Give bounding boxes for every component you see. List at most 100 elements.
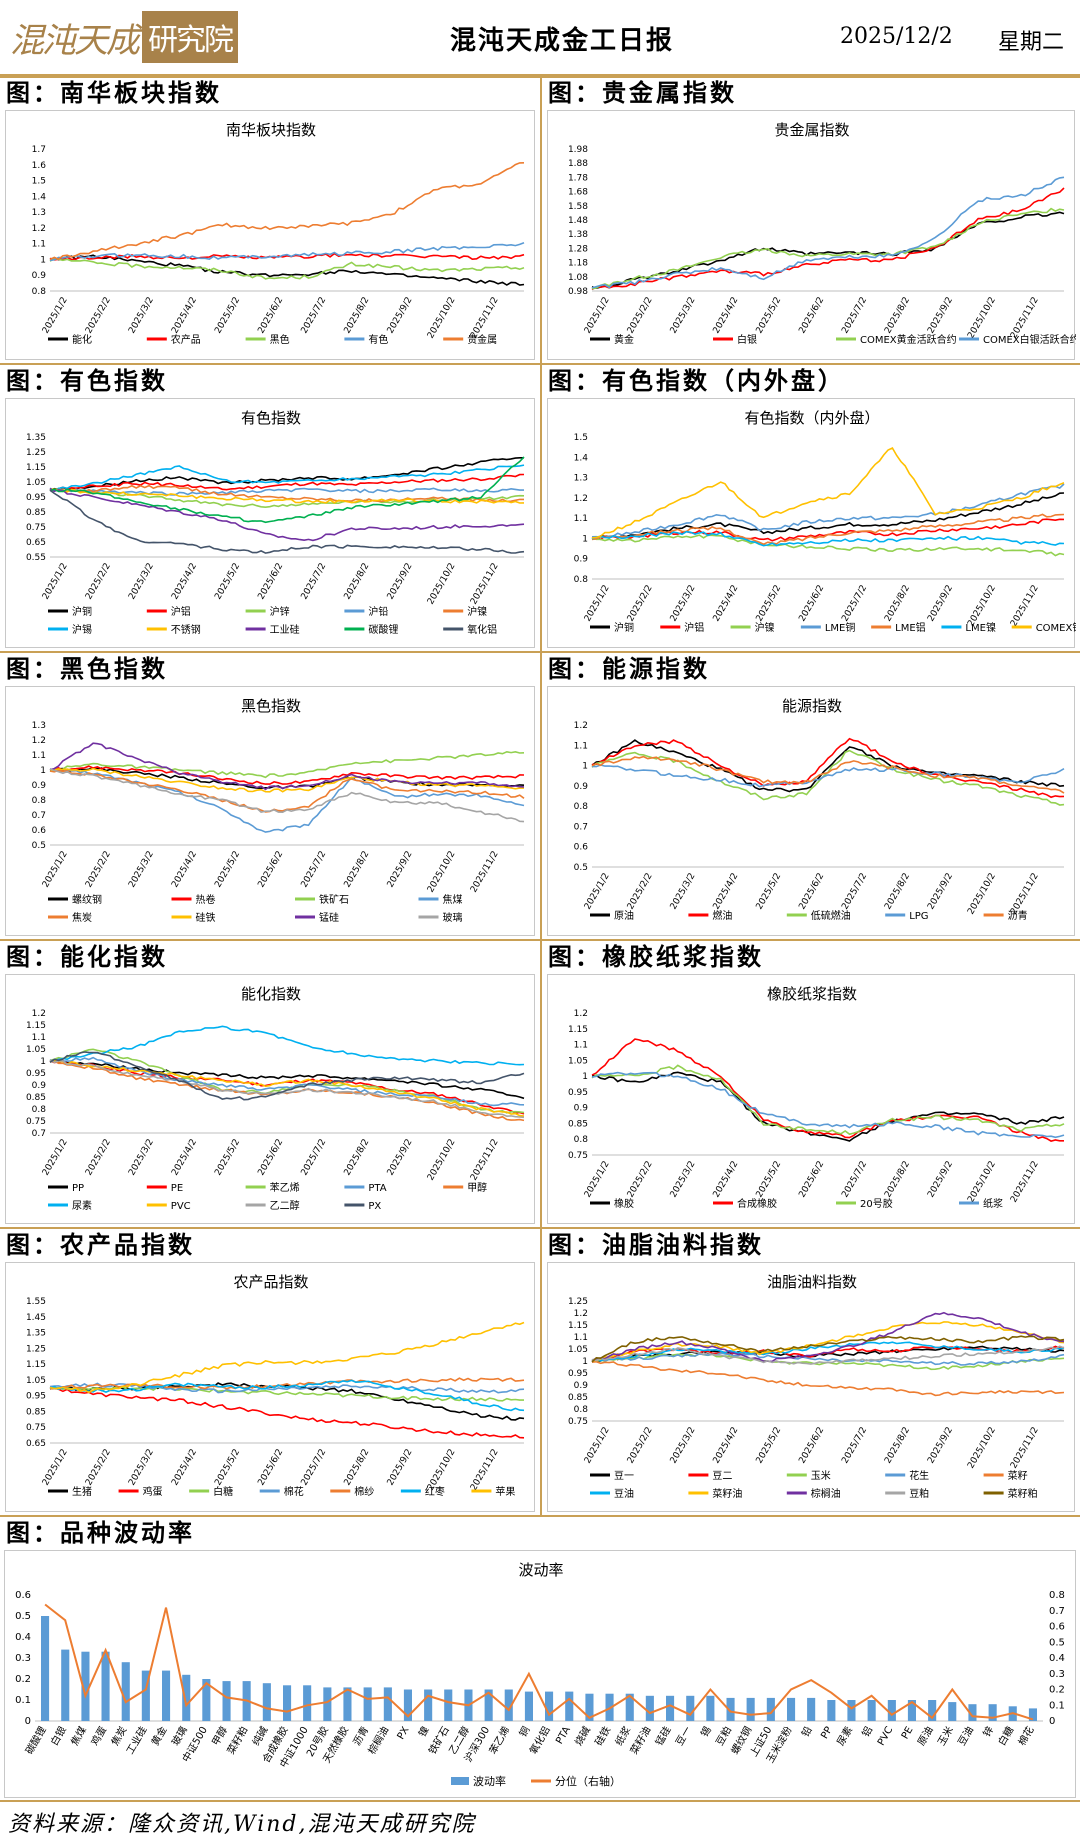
chart-nonferrous_io: 有色指数（内外盘） 0.8 0.9 1 1.1 1.2 1.3 1.4 1.5 2025/1/2 2… <box>547 398 1076 648</box>
series-line-LME铝 <box>591 513 1065 546</box>
x-tick-label: 2025/1/2 <box>41 296 70 336</box>
legend-label: PTA <box>368 1183 386 1194</box>
x-tick-label: 2025/7/2 <box>840 584 869 624</box>
x-tick-label: 2025/3/2 <box>127 562 156 602</box>
panel-label: 图：油脂油料指数 <box>548 1230 764 1259</box>
legend-label: COMEX白银活跃合约 <box>983 333 1076 346</box>
y-tick-label: 1.48 <box>568 216 588 226</box>
legend-label: 螺纹钢 <box>72 893 102 906</box>
panel-label: 图：南华板块指数 <box>6 78 222 107</box>
y-tick-label: 1.88 <box>568 159 588 169</box>
x-tick-label: 2025/9/2 <box>386 1138 415 1178</box>
y-tick-label: 0.8 <box>574 575 589 585</box>
legend-label: 豆粕 <box>909 1487 929 1500</box>
y-tick-label: 0.85 <box>26 508 46 518</box>
x-tick-label: 甲醇 <box>209 1724 230 1748</box>
series-line-沪铅 <box>49 487 524 496</box>
legend-label: 沪铅 <box>368 605 388 618</box>
chart-title: 能化指数 <box>241 985 301 1003</box>
series-line-花生 <box>591 1352 1065 1366</box>
x-tick-label: 2025/3/2 <box>669 296 698 336</box>
x-tick-label: 铜 <box>517 1725 532 1740</box>
y-tick-label: 0.8 <box>32 1105 47 1115</box>
x-tick-label: 2025/8/2 <box>343 1448 372 1488</box>
panel-label: 图：农产品指数 <box>6 1230 195 1259</box>
series-line-玻璃 <box>49 768 525 823</box>
legend-label: 玻璃 <box>443 911 463 924</box>
series-line-碳酸锂 <box>49 456 525 524</box>
chart-svg: 有色指数 0.55 0.65 0.75 0.85 0.95 1.05 1.15 1.25 1.35… <box>26 409 525 636</box>
chart-title: 贵金属指数 <box>774 121 849 139</box>
y-tick-label: 1.5 <box>574 433 588 443</box>
legend-label: PVC <box>171 1201 191 1212</box>
series-line-PVC <box>49 1059 525 1117</box>
x-tick-label: PP <box>819 1725 835 1741</box>
chart-ferrous: 黑色指数 0.5 0.6 0.7 0.8 0.9 1 1.1 1.2 1.3 2025/1/2 202… <box>5 686 535 936</box>
x-tick-label: 2025/5/2 <box>213 850 242 890</box>
legend-label: 热卷 <box>196 893 216 906</box>
x-tick-label: 玉米 <box>935 1724 956 1748</box>
x-tick-label: 2025/8/2 <box>883 872 912 912</box>
series-line-工业硅 <box>49 487 525 542</box>
y2-tick-label: 0.4 <box>1049 1653 1065 1664</box>
x-tick-label: 2025/7/2 <box>300 850 329 890</box>
legend-label: LME镍 <box>965 621 996 634</box>
x-tick-label: 豆粕 <box>713 1724 734 1748</box>
x-tick-label: 2025/9/2 <box>386 850 415 890</box>
y2-tick-label: 0.8 <box>1049 1590 1065 1601</box>
legend-label: 苯乙烯 <box>270 1181 300 1194</box>
series-line-尿素 <box>49 1025 525 1066</box>
y-tick-label: 0.85 <box>568 1119 588 1129</box>
x-tick-label: 2025/5/2 <box>755 584 784 624</box>
series-line-LPG <box>591 764 1065 788</box>
x-tick-label: 黄金 <box>148 1724 169 1748</box>
y-tick-label: 0.7 <box>32 811 46 821</box>
x-tick-label: 玻璃 <box>169 1724 190 1748</box>
y-tick-label: 1.4 <box>574 453 589 463</box>
bar-中证500 <box>202 1679 211 1721</box>
footer: 资料来源：隆众资讯,Wind,混沌天成研究院 <box>0 1800 1080 1837</box>
x-tick-label: 白糖 <box>995 1724 1016 1748</box>
legend-label: 菜籽油 <box>712 1487 742 1500</box>
y-tick-label: 1.1 <box>574 741 588 751</box>
x-tick-label: 2025/9/2 <box>386 562 415 602</box>
legend-label: 菜籽 <box>1008 1470 1028 1482</box>
x-tick-label: 2025/7/2 <box>300 562 329 602</box>
y-tick-label: 1.05 <box>568 1345 588 1355</box>
x-tick-label: 烧碱 <box>572 1724 593 1748</box>
y-tick-label: 0.9 <box>32 1081 47 1091</box>
bar-碳酸锂 <box>41 1616 50 1721</box>
legend-label: PP <box>72 1183 84 1194</box>
x-tick-label: 2025/3/2 <box>127 850 156 890</box>
y-tick-label: 1 <box>582 534 588 544</box>
chart-title: 能源指数 <box>782 697 842 715</box>
chart-agri: 农产品指数 0.65 0.75 0.85 0.95 1.05 1.15 1.25 1.35 1.4… <box>5 1262 535 1512</box>
logo-text: 混沌天成 <box>10 20 140 61</box>
series-line-菜籽油 <box>591 1321 1065 1362</box>
x-tick-label: 2025/4/2 <box>170 1138 199 1178</box>
x-tick-label: 菜籽油 <box>627 1724 653 1756</box>
chart-energy: 能源指数 0.5 0.6 0.7 0.8 0.9 1 1.1 1.2 2025/1/2 2025/2… <box>547 686 1075 936</box>
column-divider <box>540 76 542 1516</box>
x-tick-label: 2025/5/2 <box>755 296 784 336</box>
y-tick-label: 1.2 <box>574 1009 588 1019</box>
panel-label: 图：能化指数 <box>6 942 168 971</box>
bar-棉花 <box>1028 1708 1037 1721</box>
series-line-能化 <box>49 254 525 286</box>
x-tick-label: 2025/5/2 <box>755 1160 784 1200</box>
bar-锰硅 <box>666 1695 675 1721</box>
y-tick-label: 0.85 <box>568 1393 588 1403</box>
chart-nonferrous: 有色指数 0.55 0.65 0.75 0.85 0.95 1.05 1.15 1.25 1.35… <box>5 398 535 648</box>
legend-swatch <box>451 1777 469 1785</box>
y-tick-label: 0.75 <box>568 1417 588 1427</box>
series-line-菜籽 <box>591 1360 1065 1397</box>
x-tick-label: 2025/6/2 <box>256 1448 285 1488</box>
y-tick-label: 0.8 <box>32 796 47 806</box>
x-tick-label: 2025/10/2 <box>966 296 998 341</box>
legend-label: 红枣 <box>425 1485 445 1498</box>
y-tick-label: 1.35 <box>26 1329 46 1339</box>
x-tick-label: 镍 <box>415 1724 431 1739</box>
y-tick-label: 1.2 <box>574 494 588 504</box>
legend-label: 低硫燃油 <box>811 909 851 922</box>
y2-tick-label: 0.2 <box>1049 1685 1065 1696</box>
